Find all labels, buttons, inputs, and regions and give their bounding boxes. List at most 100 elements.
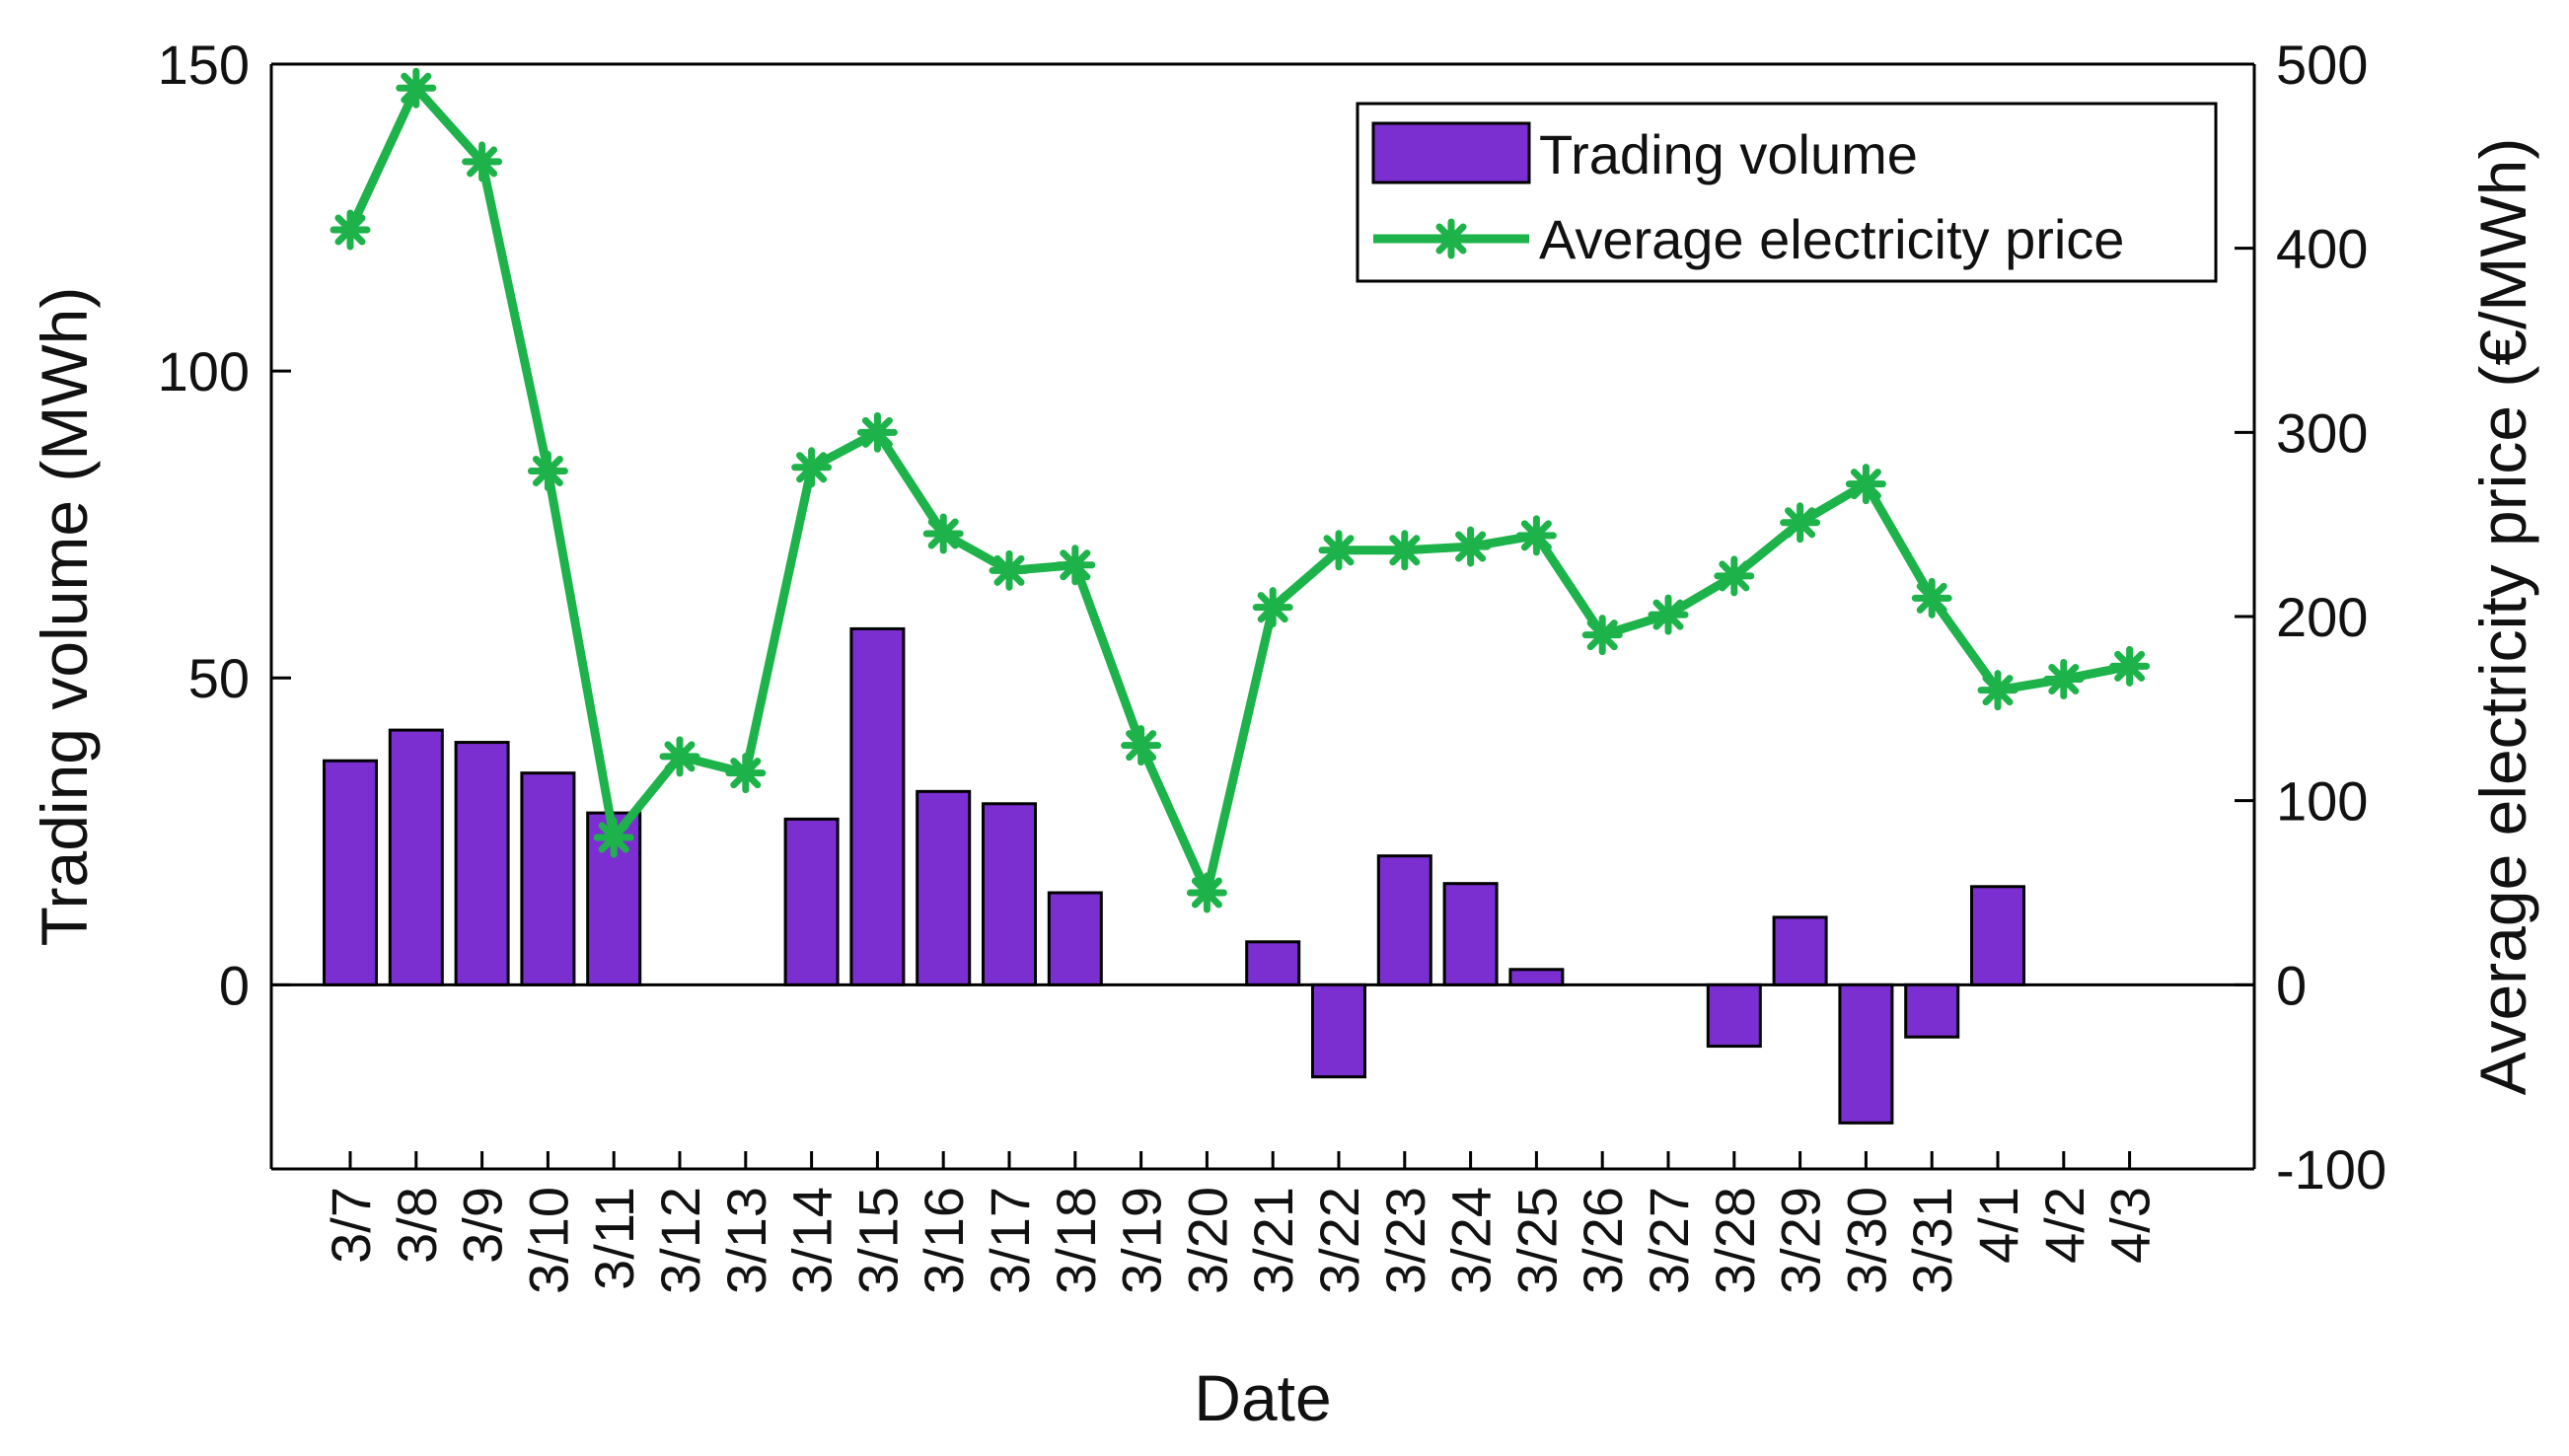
right-axis-title: Average electricity price (€/MWh) xyxy=(2466,138,2539,1096)
price-point-4-2 xyxy=(2043,658,2085,699)
price-point-3-19-core xyxy=(1133,737,1149,754)
bar-3-28 xyxy=(1706,983,1762,1049)
x-tick-label: 3/30 xyxy=(1835,1187,1897,1294)
price-point-3-18 xyxy=(1055,545,1096,586)
right-axis-ticks: -100 0 100 200 300 400 500 xyxy=(2235,34,2386,1201)
x-tick-label: 3/15 xyxy=(846,1187,909,1294)
price-point-3-11-core xyxy=(606,830,623,845)
right-tick-label: 400 xyxy=(2276,218,2368,280)
x-tick-label: 3/10 xyxy=(517,1187,579,1294)
x-tick-label: 3/23 xyxy=(1374,1187,1436,1294)
price-point-3-20 xyxy=(1186,872,1227,913)
right-tick-label: 500 xyxy=(2276,34,2368,96)
bar-3-30 xyxy=(1838,983,1894,1125)
x-tick-label: 3/31 xyxy=(1901,1187,1963,1294)
left-tick-label: 150 xyxy=(158,34,250,96)
price-point-4-1 xyxy=(1977,670,2018,711)
price-point-3-12-core xyxy=(672,748,688,764)
bar-3-16 xyxy=(916,789,972,986)
right-tick-label: -100 xyxy=(2276,1138,2386,1201)
price-point-3-22-core xyxy=(1331,542,1347,558)
right-tick-label: 300 xyxy=(2276,401,2368,464)
price-point-3-9-core xyxy=(474,153,490,170)
bar-3-14 xyxy=(783,817,840,986)
bar-3-25 xyxy=(1508,968,1565,986)
price-point-3-14 xyxy=(791,447,833,488)
x-tick-label: 3/20 xyxy=(1176,1187,1238,1294)
price-point-3-15 xyxy=(856,411,898,453)
price-point-3-18-core xyxy=(1066,556,1083,573)
x-tick-label: 3/13 xyxy=(715,1187,777,1294)
price-point-3-30-core xyxy=(1858,475,1874,492)
bar-4-1 xyxy=(1970,885,2025,986)
bar-3-18 xyxy=(1047,891,1103,986)
price-point-3-25 xyxy=(1515,515,1557,556)
price-point-4-3-core xyxy=(2121,658,2138,675)
bar-3-23 xyxy=(1376,854,1432,986)
price-point-3-28 xyxy=(1714,555,1755,597)
legend: Trading volume Average electricity price xyxy=(1356,102,2218,283)
x-tick-label: 3/28 xyxy=(1704,1187,1766,1294)
price-point-3-13-core xyxy=(737,764,754,781)
bar-3-9 xyxy=(454,741,510,986)
price-point-3-8-core xyxy=(407,80,424,97)
price-point-3-9 xyxy=(462,141,503,182)
price-point-3-24 xyxy=(1450,526,1492,567)
price-point-3-16 xyxy=(922,513,964,554)
bars-group xyxy=(323,626,2025,1125)
price-point-3-21 xyxy=(1252,587,1293,628)
price-point-4-2-core xyxy=(2055,671,2072,688)
legend-bar-swatch xyxy=(1371,121,1531,184)
price-point-3-30 xyxy=(1845,464,1886,505)
left-tick-label: 50 xyxy=(188,647,250,709)
bar-3-21 xyxy=(1245,940,1301,986)
x-tick-label: 3/9 xyxy=(452,1187,514,1264)
x-tick-label: 3/14 xyxy=(781,1187,844,1294)
bar-3-8 xyxy=(388,728,444,986)
left-axis-title: Trading volume (MWh) xyxy=(28,287,101,947)
price-point-3-23-core xyxy=(1396,542,1413,558)
legend-label-trading-volume: Trading volume xyxy=(1539,123,1918,185)
price-point-3-26-core xyxy=(1594,626,1611,643)
price-point-3-10-core xyxy=(540,463,556,479)
x-tick-label: 3/19 xyxy=(1111,1187,1173,1294)
x-tick-label: 3/16 xyxy=(913,1187,975,1294)
price-line xyxy=(345,83,2135,898)
bar-3-10 xyxy=(520,771,576,986)
x-tick-label: 3/25 xyxy=(1505,1187,1568,1294)
bar-3-11 xyxy=(586,811,642,986)
x-tick-label: 3/21 xyxy=(1242,1187,1304,1294)
bar-3-24 xyxy=(1442,882,1499,986)
legend-asterisk xyxy=(1431,218,1472,259)
x-tick-label: 4/1 xyxy=(1967,1187,2029,1264)
x-tick-label: 3/24 xyxy=(1440,1187,1503,1294)
price-point-3-27-core xyxy=(1660,607,1676,623)
price-point-3-20-core xyxy=(1199,885,1215,901)
price-point-3-29-core xyxy=(1792,514,1808,531)
bar-3-31 xyxy=(1904,983,1960,1039)
price-point-3-17 xyxy=(989,549,1030,591)
x-tick-label: 3/22 xyxy=(1308,1187,1370,1294)
price-point-3-7-core xyxy=(342,222,358,238)
price-point-3-26 xyxy=(1581,615,1623,656)
price-point-3-17-core xyxy=(1001,562,1017,579)
price-point-3-19 xyxy=(1121,725,1162,766)
x-tick-label: 3/7 xyxy=(320,1187,382,1264)
price-point-3-8 xyxy=(396,67,437,109)
price-point-3-15-core xyxy=(869,424,886,441)
price-point-3-23 xyxy=(1384,530,1426,571)
x-tick-label: 3/8 xyxy=(386,1187,448,1264)
price-line-group xyxy=(330,67,2151,913)
price-point-3-12 xyxy=(659,736,700,777)
right-tick-label: 0 xyxy=(2276,954,2307,1016)
right-tick-label: 100 xyxy=(2276,770,2368,833)
price-point-3-24-core xyxy=(1462,539,1479,555)
x-tick-label: 3/11 xyxy=(583,1187,645,1290)
left-axis-ticks: 0 50 100 150 xyxy=(158,34,291,1016)
bar-3-22 xyxy=(1311,983,1366,1079)
x-tick-label: 3/27 xyxy=(1638,1187,1700,1294)
x-tick-label: 3/26 xyxy=(1572,1187,1634,1294)
price-point-3-31 xyxy=(1911,577,1952,619)
price-point-4-3 xyxy=(2109,645,2151,687)
